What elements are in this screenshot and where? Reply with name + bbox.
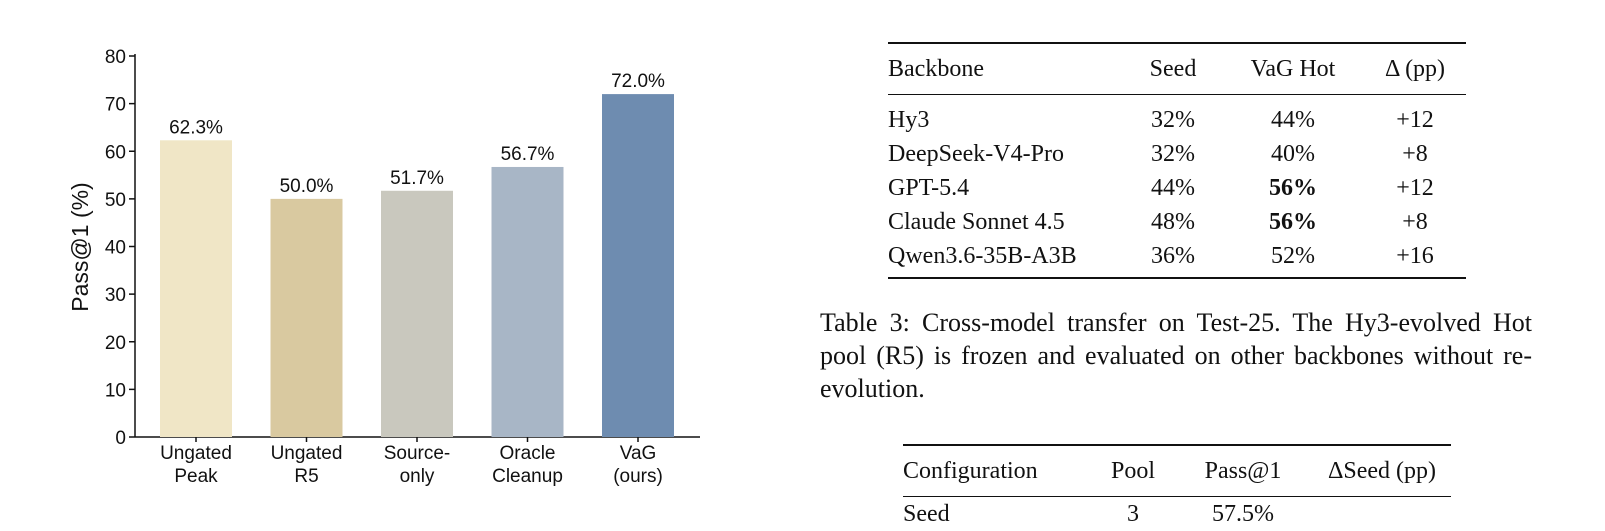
header-delta-seed: ΔSeed (pp) <box>1313 445 1451 497</box>
bar-data-label: 51.7% <box>390 168 444 189</box>
header-vag-hot: VaG Hot <box>1222 43 1364 95</box>
bar <box>492 167 564 437</box>
x-tick-label: Ungated <box>160 443 232 464</box>
table-row: Hy3 32% 44% +12 <box>888 95 1466 138</box>
header-backbone: Backbone <box>888 43 1124 95</box>
header-configuration: Configuration <box>903 445 1093 497</box>
y-tick-label: 50 <box>105 190 126 211</box>
header-seed: Seed <box>1124 43 1222 95</box>
table-row: Claude Sonnet 4.5 48% 56% +8 <box>888 205 1466 239</box>
cell-seed: 44% <box>1124 171 1222 205</box>
y-tick-label: 40 <box>105 238 126 259</box>
bar <box>381 191 453 437</box>
header-pass-at-1: Pass@1 <box>1173 445 1313 497</box>
cell-delta: +16 <box>1364 239 1466 278</box>
cell-delta: +12 <box>1364 171 1466 205</box>
table-row: GPT-5.4 44% 56% +12 <box>888 171 1466 205</box>
table-caption: Table 3: Cross-model transfer on Test-25… <box>820 306 1532 405</box>
configuration-table: Configuration Pool Pass@1 ΔSeed (pp) See… <box>903 444 1451 531</box>
cell-seed: 32% <box>1124 95 1222 138</box>
y-tick-label: 80 <box>105 47 126 68</box>
y-tick-label: 10 <box>105 380 126 401</box>
cell-vag-hot: 56% <box>1222 171 1364 205</box>
table-header-row: Backbone Seed VaG Hot Δ (pp) <box>888 43 1466 95</box>
y-tick-label: 60 <box>105 142 126 163</box>
cell-vag-hot: 56% <box>1222 205 1364 239</box>
bar <box>160 140 232 437</box>
cell-backbone: Claude Sonnet 4.5 <box>888 205 1124 239</box>
bar-data-label: 72.0% <box>611 71 665 92</box>
y-tick-label: 70 <box>105 95 126 116</box>
cell-vag-hot: 52% <box>1222 239 1364 278</box>
x-tick-label: Oracle <box>500 443 556 464</box>
y-axis-title: Pass@1 (%) <box>67 182 93 311</box>
x-tick-label: only <box>400 466 435 487</box>
cell-backbone: DeepSeek-V4-Pro <box>888 137 1124 171</box>
y-tick-label: 20 <box>105 333 126 354</box>
cell-backbone: Qwen3.6-35B-A3B <box>888 239 1124 278</box>
bar <box>602 94 674 437</box>
cell-seed: 36% <box>1124 239 1222 278</box>
x-tick-label: Source- <box>384 443 451 464</box>
table-row: DeepSeek-V4-Pro 32% 40% +8 <box>888 137 1466 171</box>
table-row: Qwen3.6-35B-A3B 36% 52% +16 <box>888 239 1466 278</box>
cell-seed: 32% <box>1124 137 1222 171</box>
chart-bars <box>160 94 674 437</box>
x-tick-label: Ungated <box>271 443 343 464</box>
backbone-transfer-table: Backbone Seed VaG Hot Δ (pp) Hy3 32% 44%… <box>888 42 1466 279</box>
cell-backbone: GPT-5.4 <box>888 171 1124 205</box>
x-tick-label: Peak <box>174 466 218 487</box>
cell-delta: +8 <box>1364 205 1466 239</box>
cell-backbone: Hy3 <box>888 95 1124 138</box>
bar-data-label: 56.7% <box>501 144 555 165</box>
cell-vag-hot: 40% <box>1222 137 1364 171</box>
cell-delta: +12 <box>1364 95 1466 138</box>
bar-data-label: 50.0% <box>280 176 334 197</box>
header-delta: Δ (pp) <box>1364 43 1466 95</box>
x-tick-label: R5 <box>294 466 318 487</box>
bar <box>271 199 343 437</box>
cell-vag-hot: 44% <box>1222 95 1364 138</box>
x-tick-label: (ours) <box>613 466 663 487</box>
x-tick-label: VaG <box>620 443 657 464</box>
y-tick-label: 30 <box>105 285 126 306</box>
table-header-row: Configuration Pool Pass@1 ΔSeed (pp) <box>903 445 1451 497</box>
y-tick-label: 0 <box>115 428 126 449</box>
bar-data-label: 62.3% <box>169 117 223 138</box>
cell-delta: +8 <box>1364 137 1466 171</box>
x-tick-label: Cleanup <box>492 466 563 487</box>
header-pool: Pool <box>1093 445 1173 497</box>
cell-seed: 48% <box>1124 205 1222 239</box>
